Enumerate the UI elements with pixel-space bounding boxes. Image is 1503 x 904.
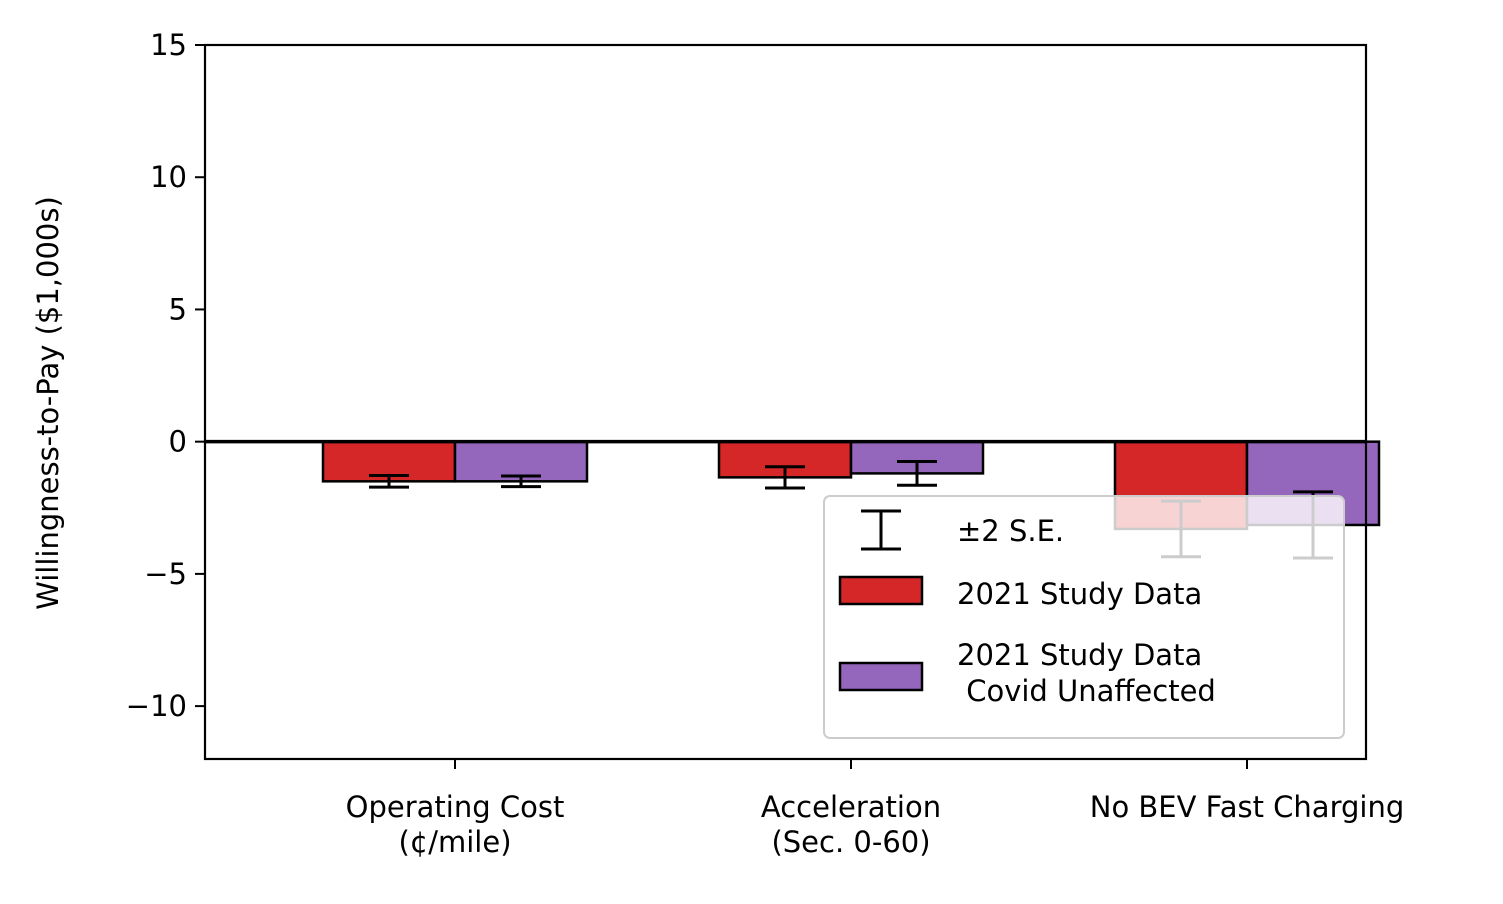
legend-label-errorbar: ±2 S.E. <box>957 514 1064 548</box>
y-tick-label: 15 <box>150 28 187 62</box>
error-bar-s0-c1 <box>765 465 805 490</box>
x-tick-label: Acceleration (Sec. 0-60) <box>761 790 941 859</box>
legend-swatch-s1 <box>838 661 924 692</box>
y-tick-label: −10 <box>126 689 187 723</box>
legend: ±2 S.E. 2021 Study Data 2021 Study Data Co… <box>823 495 1345 739</box>
y-tick-label: −5 <box>144 557 187 591</box>
legend-errorbar-icon <box>861 509 901 551</box>
y-tick-label: 10 <box>150 160 187 194</box>
y-tick-label: 0 <box>169 425 187 459</box>
legend-frame <box>823 495 1345 739</box>
x-tick-label: No BEV Fast Charging <box>1090 790 1404 824</box>
axes-layer: −10 −5 0 5 10 15 Operating Cost (¢/mile) Acceler… <box>126 28 1404 859</box>
x-tick-label: Operating Cost (¢/mile) <box>346 790 565 859</box>
error-bar-s0-c0 <box>369 474 409 489</box>
legend-label-s1: 2021 Study Data Covid Unaffected <box>957 638 1216 708</box>
y-axis-label: Willingness-to-Pay ($1,000s) <box>31 196 65 610</box>
error-bar-s1-c1 <box>897 460 937 487</box>
plot-frame <box>203 43 1368 761</box>
legend-swatch-s0 <box>838 575 924 606</box>
error-bar-s1-c0 <box>501 474 541 489</box>
y-tick-label: 5 <box>169 292 187 326</box>
legend-label-s0: 2021 Study Data <box>957 577 1202 611</box>
